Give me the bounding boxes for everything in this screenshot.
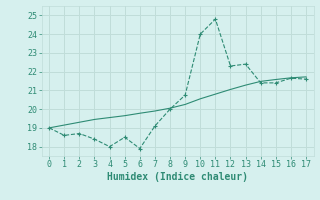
X-axis label: Humidex (Indice chaleur): Humidex (Indice chaleur): [107, 172, 248, 182]
